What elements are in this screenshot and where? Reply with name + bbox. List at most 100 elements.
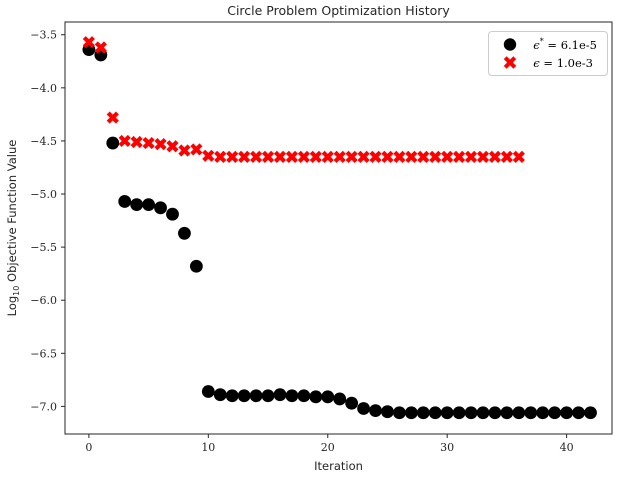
data-point-epsilon [512,150,525,163]
data-point-epsilon [297,150,310,163]
data-point-epsilon [273,150,287,163]
data-point-epsilon [488,150,502,163]
data-point-epsilon [333,150,346,163]
data-point-epsilon-star [309,390,323,404]
y-tick-label: −6.5 [30,347,57,360]
data-point-epsilon [309,150,322,163]
data-point-epsilon-star [178,226,191,240]
y-axis-label-suffix: Objective Function Value [4,139,19,286]
data-point-epsilon-star [464,406,478,420]
legend-circle-marker-icon [497,37,523,52]
data-point-epsilon-star [524,406,538,420]
plot-frame [64,21,613,435]
legend-label-epsilon-star: ϵ* = 6.1e-5 [533,37,597,52]
x-tick-label: 30 [440,441,454,454]
data-point-epsilon-star [297,389,311,403]
data-point-epsilon-star [584,406,597,420]
data-point-epsilon-star [249,389,263,403]
legend-circle-glyph [504,38,517,51]
data-point-epsilon-star [237,389,251,403]
data-point-epsilon [226,150,239,163]
x-tick-label: 0 [85,441,92,454]
data-point-epsilon-star [452,406,466,420]
data-point-epsilon [238,150,251,163]
data-point-epsilon-star [201,385,215,398]
data-point-epsilon-star [166,207,179,221]
data-point-epsilon [154,138,167,151]
data-point-epsilon [142,136,155,150]
data-point-epsilon [166,140,179,153]
data-point-epsilon-star [393,406,406,420]
data-point-epsilon-star [476,406,490,420]
y-axis-label-subscript: 10 [12,285,22,296]
data-point-epsilon-star [512,406,526,420]
data-point-epsilon-star [225,389,239,403]
data-point-epsilon [285,150,299,163]
data-point-epsilon-star [560,406,574,420]
x-axis-label: Iteration [314,459,363,473]
legend-x-glyph [504,56,517,69]
y-tick-label: −3.5 [30,29,57,42]
data-point-epsilon [453,150,466,163]
data-point-epsilon [130,135,143,149]
data-point-epsilon-star [142,198,156,212]
data-point-epsilon [441,150,454,163]
data-point-epsilon-star [130,198,144,212]
data-point-epsilon [476,150,490,163]
data-point-epsilon-star [345,396,359,410]
data-point-epsilon [261,150,275,163]
legend-item-epsilon: ϵ = 1.0e-3 [497,55,597,70]
y-tick-label: −4.0 [30,82,57,95]
data-point-epsilon-star [381,405,394,419]
data-point-epsilon [405,150,418,163]
data-point-epsilon [429,150,442,163]
data-point-epsilon-star [369,404,382,418]
data-point-epsilon [345,150,358,163]
data-point-epsilon [250,150,263,163]
data-point-epsilon [118,134,131,148]
data-point-epsilon-star [285,389,299,403]
data-point-epsilon-star [273,388,287,402]
data-point-epsilon-star [440,406,454,420]
y-tick-label: −5.0 [30,188,57,201]
data-point-epsilon-star [404,406,418,420]
data-point-epsilon [321,150,334,163]
y-axis-label: Log10 Objective Function Value [5,140,21,317]
data-point-epsilon [464,150,478,163]
data-point-epsilon [500,150,513,163]
y-tick-label: −6.0 [30,294,57,307]
data-point-epsilon [202,149,215,162]
data-point-epsilon [94,41,107,54]
data-point-epsilon-star [428,406,442,420]
y-tick-label: −5.5 [30,241,57,254]
data-point-epsilon [417,150,430,163]
data-point-epsilon [214,150,227,163]
data-point-epsilon-star [536,406,550,420]
data-point-epsilon-star [118,195,132,208]
data-point-epsilon [106,111,119,124]
chart-title: Circle Problem Optimization History [227,3,450,18]
x-tick-label: 40 [560,441,574,454]
data-point-epsilon [190,143,203,156]
data-point-epsilon-star [213,388,227,402]
data-point-epsilon-star [488,406,502,420]
x-tick-label: 20 [321,441,335,454]
y-axis-label-prefix: Log [4,295,19,317]
data-point-epsilon-star [416,406,430,420]
y-tick-label: −7.0 [30,400,57,413]
legend: ϵ* = 6.1e-5 ϵ = 1.0e-3 [488,31,608,76]
data-point-epsilon-star [357,402,370,415]
data-point-epsilon [393,150,406,163]
data-point-epsilon-star [154,201,167,215]
data-point-epsilon-star [548,406,562,420]
legend-item-epsilon-star: ϵ* = 6.1e-5 [497,37,597,52]
y-tick-label: −4.5 [30,135,57,148]
data-point-epsilon-star [500,406,514,420]
data-point-epsilon [178,144,191,157]
data-point-epsilon-star [333,392,347,406]
legend-label-epsilon: ϵ = 1.0e-3 [533,55,593,70]
data-point-epsilon [369,150,382,163]
data-point-epsilon-star [106,136,120,150]
data-point-epsilon [82,36,95,49]
